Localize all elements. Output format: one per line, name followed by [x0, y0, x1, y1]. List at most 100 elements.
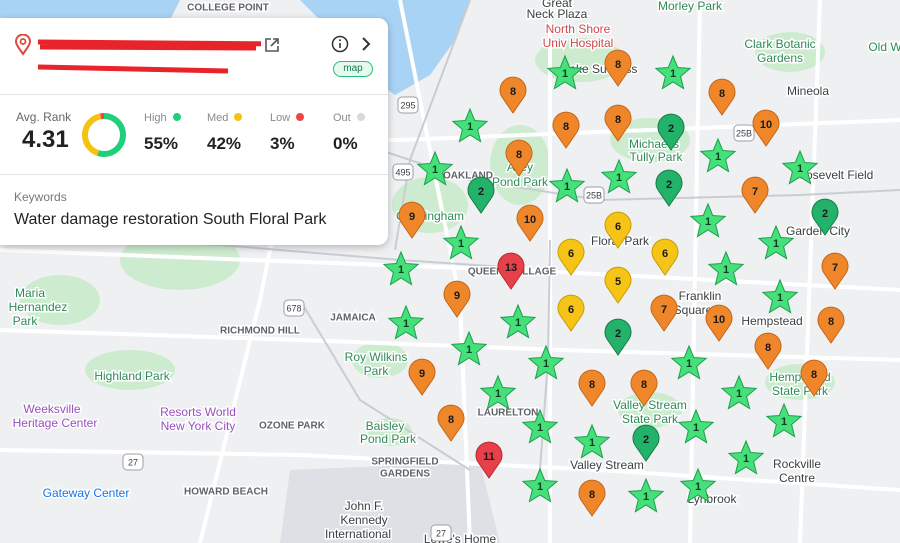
- rank-label: 8: [615, 114, 621, 126]
- rank-label: 7: [752, 186, 758, 198]
- place-label: Hempstead: [741, 314, 802, 328]
- place-label: Highland Park: [94, 369, 170, 383]
- shield-label: 678: [286, 303, 301, 313]
- segment-dot: [356, 113, 365, 121]
- shield: [583, 186, 605, 204]
- rank-star: [727, 439, 765, 475]
- place-label: GARDENS: [380, 469, 430, 480]
- rank-label: 1: [670, 68, 676, 80]
- rank-label: 2: [668, 123, 674, 135]
- place-label: Resorts World: [160, 405, 236, 419]
- rank-star: [761, 278, 799, 314]
- open-link-icon[interactable]: [263, 36, 281, 54]
- shield: [283, 299, 305, 317]
- rank-label: 8: [615, 59, 621, 71]
- rank-label: 2: [666, 179, 672, 191]
- rank-label: 1: [723, 264, 729, 276]
- rank-label: 1: [564, 181, 570, 193]
- rank-label: 1: [537, 481, 543, 493]
- place-label: Valley Stream: [570, 458, 644, 472]
- shield-label: 27: [128, 457, 138, 467]
- avg-label: Avg. Rank: [16, 110, 72, 124]
- rank-label: 1: [432, 164, 438, 176]
- rank-star: [707, 250, 745, 286]
- place-label: Roosevelt Field: [791, 168, 874, 182]
- segment-value: 42%: [207, 134, 242, 153]
- segment-name: High: [144, 112, 181, 124]
- rank-label: 1: [562, 68, 568, 80]
- keywords-label: Keywords: [14, 190, 67, 204]
- business-card: map Avg. Rank 4.31 High 55% Med 42% Low 3% Out…: [0, 18, 388, 245]
- rank-star: [548, 167, 586, 203]
- rank-star: [521, 467, 559, 503]
- rank-star: [757, 224, 795, 260]
- shield: [122, 453, 144, 471]
- rank-label: 8: [448, 414, 454, 426]
- rank-label: 1: [398, 264, 404, 276]
- rank-star: [451, 107, 489, 143]
- rank-label: 8: [589, 379, 595, 391]
- place-label: Centre: [779, 471, 815, 485]
- rank-label: 2: [643, 434, 649, 446]
- place-label: Baisley: [366, 419, 405, 433]
- place-label: COLLEGE POINT: [187, 3, 269, 14]
- separator: [0, 174, 388, 175]
- rank-pin: [754, 332, 782, 370]
- rank-label: 1: [643, 491, 649, 503]
- rank-label: 1: [777, 292, 783, 304]
- rank-star: [689, 202, 727, 238]
- rank-label: 1: [466, 344, 472, 356]
- rank-pin: [708, 78, 736, 116]
- rank-label: 1: [705, 216, 711, 228]
- rank-label: 7: [832, 262, 838, 274]
- rank-pin: [604, 318, 632, 356]
- rank-pin: [651, 238, 679, 276]
- rank-pin: [630, 369, 658, 407]
- rank-pin: [604, 266, 632, 304]
- place-label: Mineola: [787, 84, 829, 98]
- place-label: State Park: [622, 412, 679, 426]
- rank-pin: [475, 441, 503, 479]
- redacted-name: [37, 39, 261, 74]
- rank-star: [479, 374, 517, 410]
- segment-name-text: Out: [333, 112, 351, 124]
- rank-label: 8: [516, 149, 522, 161]
- place-label: Park: [13, 314, 39, 328]
- place-label: Tully Park: [630, 150, 684, 164]
- shield-label: 25B: [736, 128, 752, 138]
- rank-label: 5: [615, 276, 621, 288]
- info-icon[interactable]: [331, 35, 349, 53]
- place-label: Pond Park: [492, 175, 549, 189]
- location-icon: [14, 34, 32, 56]
- rank-label: 10: [713, 314, 725, 326]
- rank-label: 9: [419, 368, 425, 380]
- keyword-text: Water damage restoration South Floral Pa…: [14, 211, 327, 228]
- airport: [280, 462, 500, 543]
- place-label: RICHMOND HILL: [220, 326, 300, 337]
- rank-pin: [578, 369, 606, 407]
- rank-star: [527, 344, 565, 380]
- rank-label: 10: [760, 119, 772, 131]
- rank-label: 6: [662, 248, 668, 260]
- rank-label: 8: [828, 316, 834, 328]
- segment-name: Med: [207, 112, 243, 124]
- rank-star: [387, 304, 425, 340]
- rank-pin: [437, 404, 465, 442]
- rank-label: 8: [589, 489, 595, 501]
- rank-star: [699, 137, 737, 173]
- segment-dot: [296, 113, 305, 121]
- rank-pin: [578, 479, 606, 517]
- rank-pin: [655, 169, 683, 207]
- rank-star: [720, 374, 758, 410]
- rank-pin: [443, 280, 471, 318]
- rank-pin: [552, 111, 580, 149]
- rank-label: 13: [505, 262, 517, 274]
- map-badge[interactable]: map: [333, 61, 373, 77]
- rank-pin: [650, 294, 678, 332]
- rank-star: [573, 423, 611, 459]
- next-icon[interactable]: [359, 35, 373, 53]
- rank-pin: [800, 359, 828, 397]
- donut-segment: [82, 113, 126, 157]
- rank-label: 1: [515, 317, 521, 329]
- rank-label: 8: [811, 369, 817, 381]
